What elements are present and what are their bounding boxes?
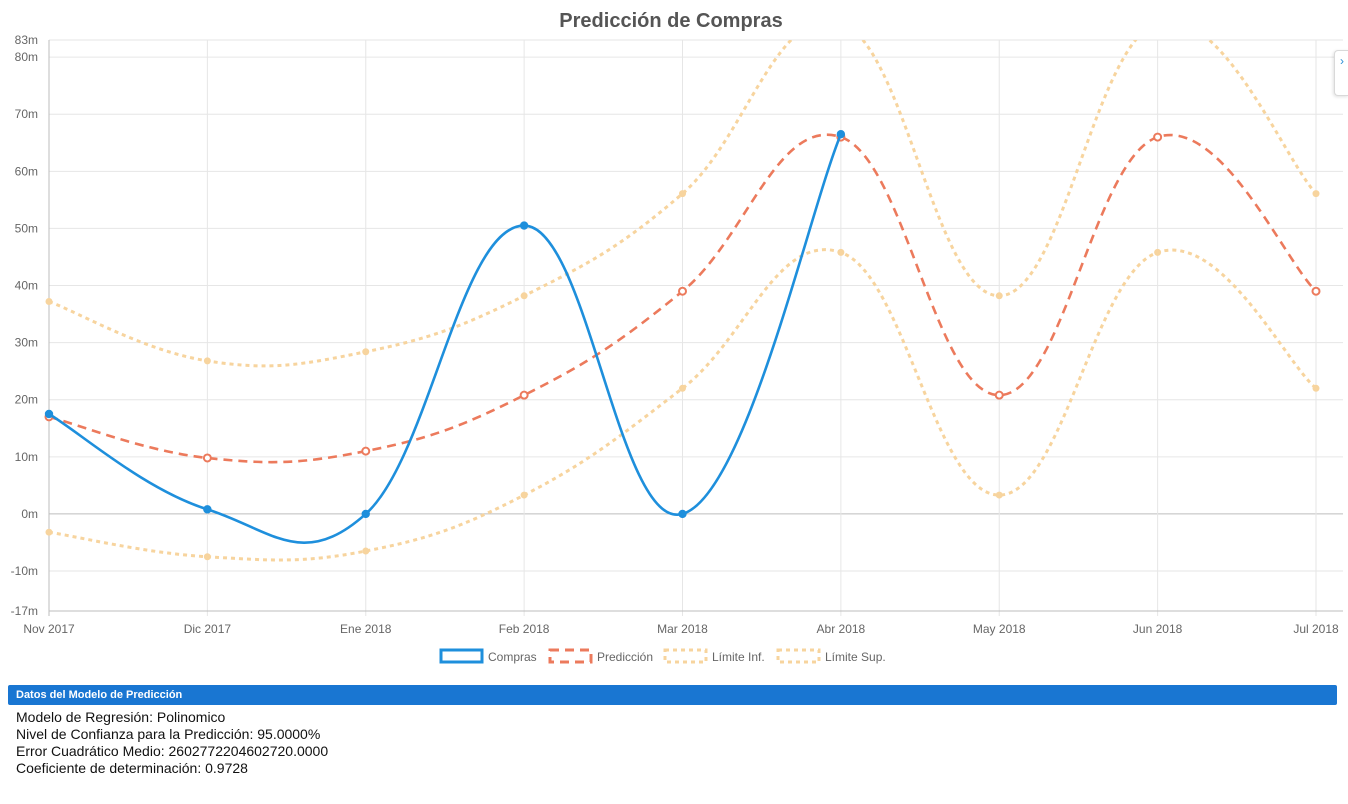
data-point[interactable] [995,491,1003,499]
data-point[interactable] [1154,248,1162,256]
legend-swatch [439,648,484,664]
series-Límite Sup. [45,19,1320,368]
data-point[interactable] [1154,19,1161,26]
y-tick-label: 20m [15,393,38,407]
data-point[interactable] [679,190,686,198]
x-tick-label: Ene 2018 [340,622,392,636]
y-tick-label: 10m [15,450,38,464]
data-point[interactable] [362,547,370,555]
grid [48,39,1343,616]
data-point[interactable] [44,409,54,419]
y-tick-label: 60m [15,164,38,178]
series-line [48,40,1318,368]
legend-label: Predicción [597,650,653,664]
data-point[interactable] [45,298,53,306]
data-point[interactable] [203,505,212,514]
x-tick-label: Jul 2018 [1293,622,1339,636]
legend-item-Límite Sup.[interactable]: Límite Sup. [776,648,886,664]
data-point[interactable] [361,509,370,519]
data-point[interactable] [837,19,844,26]
x-axis: Nov 2017 Dic 2017 Ene 2018 Feb 2018 Mar 2018… [23,610,1343,636]
model-data-body: Modelo de Regresión: Polinomico Nivel de… [16,709,1336,777]
series-line [48,133,843,544]
determination-coefficient-line: Coeficiente de determinación: 0.9728 [16,760,248,776]
data-point[interactable] [519,221,529,230]
data-point[interactable] [45,528,53,536]
y-tick-label: 30m [15,336,38,350]
data-point[interactable] [520,491,528,499]
x-tick-label: Dic 2017 [184,622,232,636]
legend-swatch [776,648,821,664]
data-point[interactable] [519,390,529,400]
x-tick-label: Feb 2018 [499,622,550,636]
plot-area [44,19,1321,562]
data-point[interactable] [202,453,212,463]
series-line [48,248,1317,562]
y-tick-label: 80m [15,50,38,64]
chart-title: Predicción de Compras [559,10,782,32]
legend-item-Límite Inf.[interactable]: Límite Inf. [663,648,765,664]
data-point[interactable] [994,390,1004,400]
model-data-header: Datos del Modelo de Predicción [8,685,1337,705]
purchase-prediction-chart: Predicción de Compras 83m 80m 70m 60m 50m 40m… [11,10,1343,664]
legend-item-Predicción[interactable]: Predicción [548,648,653,664]
confidence-level-line: Nivel de Confianza para la Predicción: 9… [16,726,321,742]
legend-label: Límite Inf. [712,650,765,664]
legend-swatch [548,648,593,664]
series-line [48,133,1317,464]
series-Límite Inf. [45,248,1320,562]
data-point[interactable] [361,446,371,456]
y-tick-label: -17m [11,604,38,618]
series-Compras [44,130,846,544]
x-tick-label: May 2018 [973,622,1026,636]
data-point[interactable] [678,286,687,296]
y-axis: 83m 80m 70m 60m 50m 40m 30m 20m 10m 0m -10m -17m [11,33,38,618]
x-tick-label: Mar 2018 [657,622,708,636]
y-tick-label: 83m [15,33,38,47]
data-point[interactable] [520,292,528,300]
data-point[interactable] [836,130,846,139]
legend-label: Compras [488,650,537,664]
mean-squared-error-line: Error Cuadrático Medio: 2602772204602720… [16,743,329,759]
panel-toggle-tab[interactable]: › [1334,50,1348,96]
y-tick-label: 50m [15,221,38,235]
legend-swatch [663,648,708,664]
data-point[interactable] [1153,132,1163,142]
y-tick-label: 70m [15,107,38,121]
x-tick-label: Abr 2018 [817,622,866,636]
data-point[interactable] [679,384,686,392]
y-tick-label: 40m [15,279,38,293]
y-tick-label: 0m [21,507,38,521]
x-tick-label: Nov 2017 [23,622,75,636]
regression-model-line: Modelo de Regresión: Polinomico [16,709,226,725]
data-point[interactable] [203,357,211,365]
legend[interactable]: Compras Predicción Límite Inf. Límite Sup. [439,648,886,664]
data-point[interactable] [995,292,1003,300]
data-point[interactable] [1311,286,1321,296]
legend-label: Límite Sup. [825,650,886,664]
data-point[interactable] [1312,190,1320,198]
data-point[interactable] [1312,384,1320,392]
data-point[interactable] [678,509,687,519]
y-tick-label: -10m [11,564,38,578]
legend-item-Compras[interactable]: Compras [439,648,537,664]
x-tick-label: Jun 2018 [1133,622,1183,636]
data-point[interactable] [837,248,845,256]
chevron-right-icon: › [1340,54,1344,68]
data-point[interactable] [362,348,370,356]
data-point[interactable] [203,553,211,561]
